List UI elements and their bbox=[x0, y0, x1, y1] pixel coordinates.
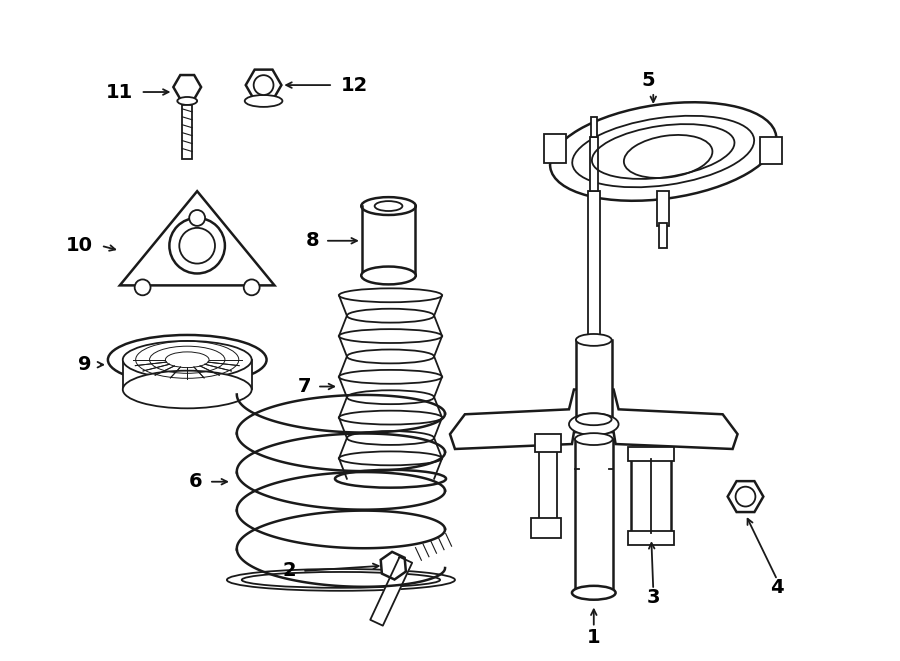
Circle shape bbox=[254, 75, 274, 95]
Bar bbox=[657, 191, 669, 226]
Ellipse shape bbox=[339, 410, 442, 424]
Circle shape bbox=[189, 210, 205, 226]
Ellipse shape bbox=[339, 451, 442, 465]
Text: 6: 6 bbox=[188, 472, 202, 491]
Bar bbox=[575, 439, 613, 593]
Ellipse shape bbox=[569, 413, 618, 435]
Ellipse shape bbox=[339, 370, 442, 384]
Polygon shape bbox=[120, 191, 274, 286]
Ellipse shape bbox=[339, 329, 442, 343]
Text: 11: 11 bbox=[105, 83, 132, 102]
Ellipse shape bbox=[624, 135, 713, 178]
Circle shape bbox=[244, 280, 259, 295]
Ellipse shape bbox=[122, 341, 252, 379]
Ellipse shape bbox=[346, 472, 434, 486]
Bar bbox=[531, 518, 561, 538]
Ellipse shape bbox=[572, 586, 616, 600]
Ellipse shape bbox=[346, 390, 434, 404]
Ellipse shape bbox=[361, 197, 416, 215]
Ellipse shape bbox=[242, 572, 440, 588]
Bar bbox=[590, 137, 598, 191]
Ellipse shape bbox=[374, 201, 402, 211]
Bar bbox=[576, 340, 612, 419]
Ellipse shape bbox=[335, 470, 446, 488]
Bar bbox=[659, 223, 667, 248]
Text: 1: 1 bbox=[587, 628, 600, 647]
Ellipse shape bbox=[346, 309, 434, 323]
Bar bbox=[588, 191, 599, 355]
Ellipse shape bbox=[576, 334, 612, 346]
Ellipse shape bbox=[346, 431, 434, 445]
Text: 8: 8 bbox=[305, 231, 320, 251]
Bar bbox=[122, 360, 252, 389]
Circle shape bbox=[169, 218, 225, 274]
Bar bbox=[760, 137, 782, 165]
Ellipse shape bbox=[108, 335, 266, 385]
Ellipse shape bbox=[361, 266, 416, 284]
Text: 4: 4 bbox=[770, 578, 784, 598]
Circle shape bbox=[179, 228, 215, 264]
Text: 3: 3 bbox=[646, 588, 660, 607]
Bar bbox=[539, 449, 557, 528]
Text: 5: 5 bbox=[642, 71, 655, 90]
Bar bbox=[628, 447, 674, 461]
Text: 2: 2 bbox=[283, 561, 296, 580]
Circle shape bbox=[735, 486, 755, 506]
Polygon shape bbox=[370, 557, 412, 626]
Ellipse shape bbox=[575, 433, 613, 445]
Text: 7: 7 bbox=[298, 377, 311, 396]
Bar bbox=[628, 531, 674, 545]
Bar bbox=[544, 134, 566, 163]
Polygon shape bbox=[450, 389, 738, 449]
Ellipse shape bbox=[576, 413, 612, 425]
Ellipse shape bbox=[572, 116, 754, 187]
Text: 9: 9 bbox=[77, 355, 91, 374]
Ellipse shape bbox=[339, 288, 442, 302]
Ellipse shape bbox=[122, 371, 252, 408]
Bar bbox=[183, 105, 193, 159]
Ellipse shape bbox=[227, 569, 455, 591]
Ellipse shape bbox=[346, 350, 434, 364]
Circle shape bbox=[135, 280, 150, 295]
Bar bbox=[590, 117, 597, 137]
Text: 10: 10 bbox=[66, 236, 93, 255]
Ellipse shape bbox=[550, 102, 777, 201]
Ellipse shape bbox=[177, 97, 197, 105]
Ellipse shape bbox=[245, 95, 283, 107]
Bar bbox=[536, 434, 561, 452]
Bar bbox=[632, 459, 671, 533]
Text: 12: 12 bbox=[341, 75, 368, 95]
